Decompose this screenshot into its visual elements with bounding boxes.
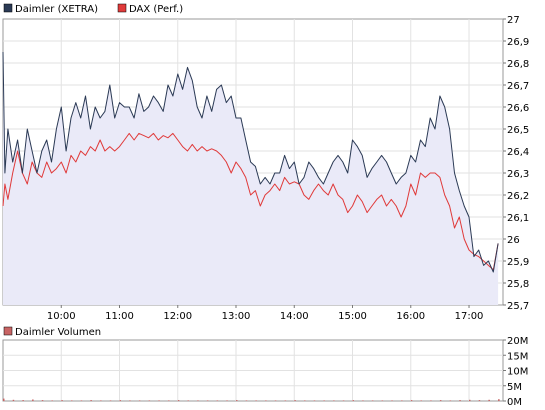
volume-bar xyxy=(304,400,306,401)
volume-bar xyxy=(313,400,316,401)
vol-y-tick-label: 0M xyxy=(507,397,522,408)
y-tick-label: 26,9 xyxy=(507,37,529,48)
volume-bar xyxy=(478,400,481,401)
volume-bars-group xyxy=(3,398,500,401)
volume-bar xyxy=(187,400,189,401)
volume-bar xyxy=(206,400,209,401)
volume-bar xyxy=(274,400,277,401)
vol-y-tick-label: 15M xyxy=(507,351,528,362)
series-area-daimler xyxy=(3,52,499,305)
volume-bar xyxy=(109,400,112,401)
x-tick-label: 15:00 xyxy=(338,311,367,322)
volume-bar xyxy=(138,400,141,401)
y-tick-label: 26 xyxy=(507,235,520,246)
volume-bar xyxy=(245,400,248,401)
volume-y-axis: 20M 15M 10M 5M 0M xyxy=(503,336,528,408)
volume-bar xyxy=(51,400,53,401)
volume-bar xyxy=(168,400,170,401)
volume-bar xyxy=(61,400,63,401)
main-y-axis: 27 26,9 26,8 26,7 26,6 26,5 26,4 26,3 26,2 26,1 26… xyxy=(503,15,529,312)
y-tick-label: 26,8 xyxy=(507,59,529,70)
volume-bar xyxy=(333,400,335,401)
x-tick-label: 17:00 xyxy=(455,311,484,322)
y-tick-label: 26,6 xyxy=(507,103,529,114)
volume-bar xyxy=(22,400,24,401)
legend-label-dax: DAX (Perf.) xyxy=(129,4,183,15)
volume-bar xyxy=(197,400,199,401)
volume-bar xyxy=(80,400,83,401)
volume-grid xyxy=(3,340,503,401)
volume-bar xyxy=(148,400,151,401)
volume-bar xyxy=(342,400,345,401)
volume-bar xyxy=(498,399,500,401)
x-tick-label: 12:00 xyxy=(163,311,192,322)
x-tick-label: 13:00 xyxy=(222,311,251,322)
volume-bar xyxy=(362,400,364,401)
x-tick-label: 10:00 xyxy=(47,311,76,322)
vol-y-tick-label: 10M xyxy=(507,367,528,378)
volume-bar xyxy=(12,399,15,401)
volume-bar xyxy=(439,400,442,401)
volume-bar xyxy=(32,399,34,401)
legend-label-daimler: Daimler (XETRA) xyxy=(15,4,98,15)
legend-swatch-daimler xyxy=(3,3,13,13)
volume-bar xyxy=(381,400,384,401)
legend-volume: Daimler Volumen xyxy=(3,326,101,338)
y-tick-label: 25,8 xyxy=(507,279,529,290)
legend-label-volume: Daimler Volumen xyxy=(15,327,101,338)
y-tick-label: 26,7 xyxy=(507,81,529,92)
volume-bar xyxy=(119,400,121,401)
volume-bar xyxy=(236,400,238,401)
volume-bar xyxy=(352,400,354,401)
legend-swatch-dax xyxy=(117,3,127,13)
y-tick-label: 26,1 xyxy=(507,213,529,224)
volume-bar xyxy=(71,400,73,401)
volume-bar xyxy=(216,400,219,401)
volume-bar xyxy=(129,400,131,401)
volume-bar xyxy=(100,400,102,401)
main-x-axis: 10:00 11:00 12:00 13:00 14:00 15:00 16:00 17:00 xyxy=(47,305,484,322)
volume-bar xyxy=(469,399,471,401)
volume-bar xyxy=(430,400,432,401)
vol-y-tick-label: 20M xyxy=(507,336,528,347)
y-tick-label: 26,5 xyxy=(507,125,529,136)
volume-bar xyxy=(401,400,403,401)
vol-y-tick-label: 5M xyxy=(507,382,522,393)
volume-bar xyxy=(41,400,44,401)
y-tick-label: 27 xyxy=(507,15,520,26)
volume-bar xyxy=(420,400,422,401)
y-tick-label: 26,3 xyxy=(507,169,529,180)
x-tick-label: 14:00 xyxy=(280,311,309,322)
y-tick-label: 26,4 xyxy=(507,147,529,158)
volume-bar xyxy=(90,400,92,401)
y-tick-label: 26,2 xyxy=(507,191,529,202)
volume-bar xyxy=(255,400,257,401)
volume-bar xyxy=(158,400,160,401)
volume-bar xyxy=(294,400,296,401)
volume-bar xyxy=(265,400,267,401)
y-tick-label: 25,9 xyxy=(507,257,529,268)
volume-bar xyxy=(410,400,413,401)
volume-bar xyxy=(449,400,452,401)
main-series-group xyxy=(2,51,499,305)
x-tick-label: 11:00 xyxy=(105,311,134,322)
volume-bar xyxy=(3,398,5,401)
legend-swatch-volume xyxy=(3,326,13,336)
volume-bar xyxy=(488,399,490,401)
x-tick-label: 16:00 xyxy=(396,311,425,322)
series-line-dax xyxy=(2,132,499,271)
volume-bar xyxy=(323,400,325,401)
y-tick-label: 25,7 xyxy=(507,301,529,312)
volume-bar xyxy=(371,400,374,401)
volume-bar xyxy=(284,400,287,401)
legend-main: Daimler (XETRA) DAX (Perf.) xyxy=(3,3,183,15)
volume-bar xyxy=(459,400,461,401)
volume-bar xyxy=(391,400,393,401)
volume-bar xyxy=(226,400,228,401)
series-line-daimler xyxy=(2,51,499,273)
volume-bar xyxy=(177,400,180,401)
